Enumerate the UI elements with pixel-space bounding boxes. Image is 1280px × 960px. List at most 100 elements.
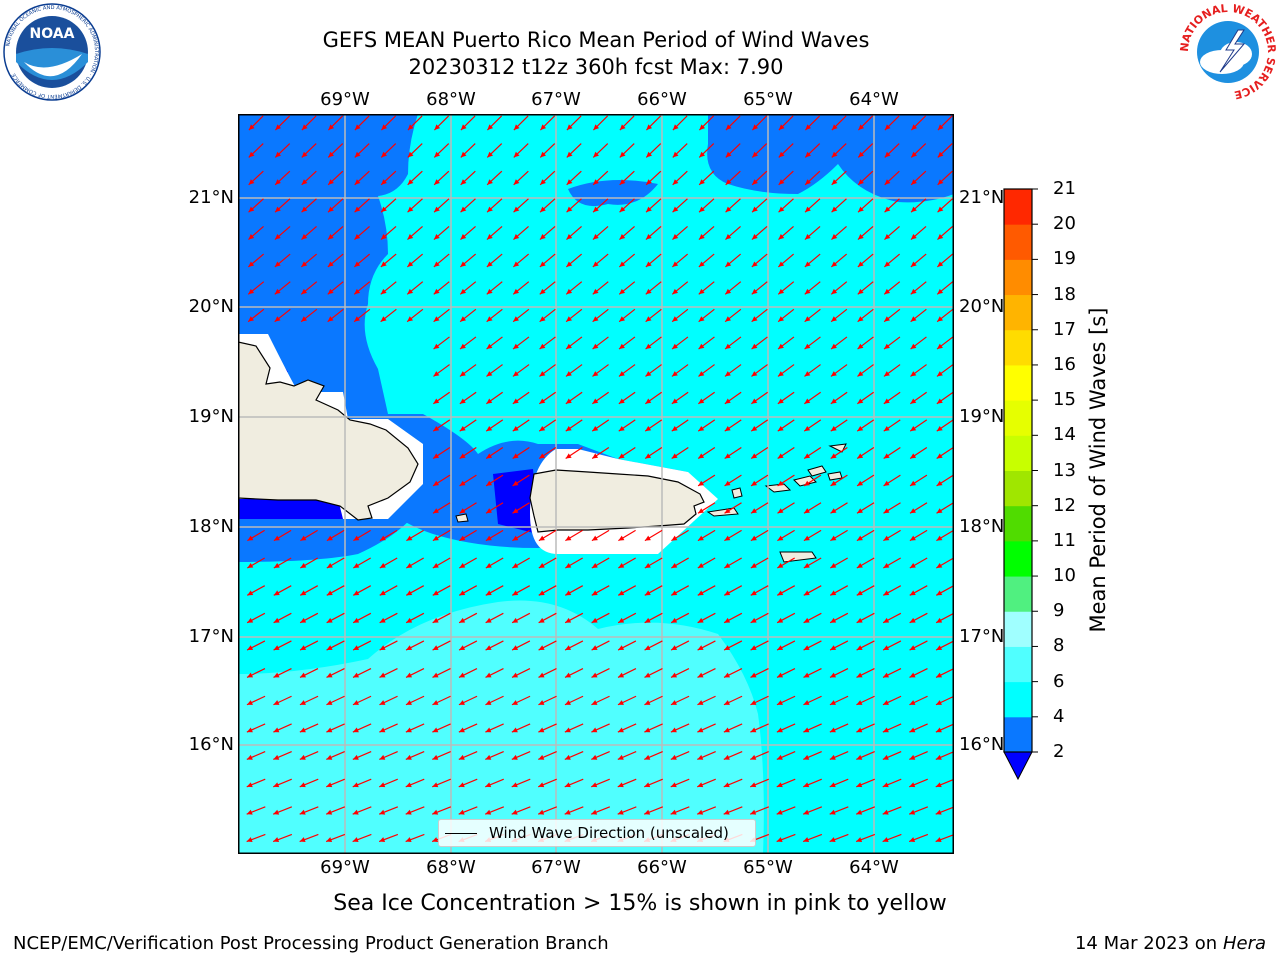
direction-arrow-head <box>911 151 917 158</box>
direction-arrow-head <box>803 727 810 733</box>
direction-arrow-head <box>777 425 784 432</box>
direction-arrow-head <box>591 672 598 678</box>
lon-label-bottom: 66°W <box>637 857 687 878</box>
direction-arrow-head <box>697 617 704 623</box>
map-legend: Wind Wave Direction (unscaled) <box>438 819 756 847</box>
direction-arrow-head <box>379 617 386 623</box>
direction-arrow-head <box>856 837 863 843</box>
direction-arrow-head <box>618 563 625 568</box>
direction-arrow-head <box>591 782 598 788</box>
direction-arrow-head <box>724 672 731 678</box>
direction-arrow-head <box>592 453 599 459</box>
footer-host: Hera <box>1222 933 1266 954</box>
direction-arrow-head <box>434 124 441 131</box>
direction-arrow-head <box>273 563 280 568</box>
direction-arrow-head <box>829 782 836 788</box>
lon-label-top: 69°W <box>320 89 370 110</box>
direction-arrow-head <box>723 700 730 705</box>
direction-arrow-head <box>301 179 308 185</box>
direction-arrow-head <box>645 288 652 295</box>
direction-arrow-head <box>671 590 678 596</box>
direction-arrow-head <box>670 754 677 760</box>
direction-arrow-head <box>407 179 414 185</box>
direction-arrow-head <box>672 124 679 131</box>
direction-arrow-head <box>486 371 493 377</box>
direction-arrow-head <box>936 672 943 678</box>
direction-arrow-head <box>354 206 361 213</box>
direction-arrow-head <box>459 590 466 596</box>
direction-arrow-head <box>485 563 492 568</box>
direction-arrow-head <box>352 700 359 705</box>
direction-arrow-head <box>725 206 732 213</box>
direction-arrow-head <box>698 425 705 432</box>
direction-arrow-head <box>380 261 387 267</box>
direction-arrow-head <box>618 371 625 377</box>
direction-arrow-head <box>725 343 731 350</box>
lat-label-right: 16°N <box>959 734 1005 755</box>
direction-arrow-head <box>804 425 811 432</box>
direction-arrow-head <box>617 700 624 705</box>
direction-arrow-head <box>697 700 704 705</box>
direction-arrow-head <box>777 508 784 514</box>
colorbar-tick-label: 17 <box>1053 318 1076 340</box>
wave-period-2-4-region-north-patch <box>568 180 658 207</box>
direction-arrow-head <box>274 261 281 267</box>
direction-arrow-head <box>617 782 624 788</box>
direction-arrow-head <box>511 700 518 705</box>
direction-arrow-head <box>433 288 440 295</box>
colorbar-tick-label: 18 <box>1053 283 1076 305</box>
direction-arrow-head <box>725 316 732 322</box>
direction-arrow-head <box>644 617 651 623</box>
direction-arrow-head <box>724 398 731 404</box>
direction-arrow-head <box>540 124 547 131</box>
direction-arrow-head <box>565 453 572 459</box>
map-panel <box>238 114 954 854</box>
direction-arrow-head <box>750 727 757 733</box>
direction-arrow-head <box>672 206 679 213</box>
colorbar-tick-label: 21 <box>1053 178 1076 199</box>
chart-subtitle-run: 20230312 t12z 360h fcst Max: 7.90 <box>408 55 784 79</box>
direction-arrow-head <box>512 453 519 459</box>
direction-arrow-head <box>460 343 466 350</box>
direction-arrow-head <box>804 343 811 350</box>
direction-arrow-head <box>538 617 545 623</box>
direction-arrow-head <box>538 782 545 788</box>
land-st-croix <box>779 551 817 563</box>
direction-arrow-head <box>803 837 810 843</box>
direction-arrow-head <box>857 316 864 322</box>
direction-arrow-head <box>646 206 652 213</box>
direction-arrow-head <box>911 206 917 213</box>
direction-arrow-head <box>592 343 599 350</box>
direction-arrow-head <box>699 206 705 213</box>
direction-arrow-head <box>619 124 626 131</box>
direction-arrow-head <box>379 672 386 678</box>
direction-arrow-head <box>433 261 440 267</box>
direction-arrow-head <box>459 508 466 514</box>
direction-arrow-head <box>618 617 625 623</box>
direction-arrow-head <box>407 261 414 267</box>
colorbar-tick-label: 13 <box>1053 459 1076 481</box>
direction-arrow-head <box>750 782 757 788</box>
direction-arrow-head <box>326 727 333 733</box>
direction-arrow-head <box>326 672 333 678</box>
direction-arrow-head <box>487 206 493 213</box>
direction-arrow-head <box>326 809 333 815</box>
direction-arrow-head <box>935 754 942 760</box>
direction-arrow-head <box>778 316 785 322</box>
direction-arrow-head <box>275 151 281 158</box>
direction-arrow-head <box>778 124 785 131</box>
direction-arrow-head <box>645 425 652 432</box>
direction-arrow-head <box>645 316 652 322</box>
direction-arrow-head <box>776 754 783 760</box>
direction-arrow-head <box>644 590 651 596</box>
direction-arrow-head <box>935 837 942 843</box>
direction-arrow-head <box>910 371 917 377</box>
direction-arrow-head <box>751 343 758 350</box>
direction-arrow-head <box>723 727 730 733</box>
direction-arrow-head <box>513 288 520 295</box>
direction-arrow-head <box>697 535 704 541</box>
direction-arrow-head <box>326 700 333 705</box>
colorbar-tick-label: 19 <box>1053 248 1076 270</box>
direction-arrow-head <box>937 151 944 158</box>
direction-arrow-head <box>697 590 704 596</box>
